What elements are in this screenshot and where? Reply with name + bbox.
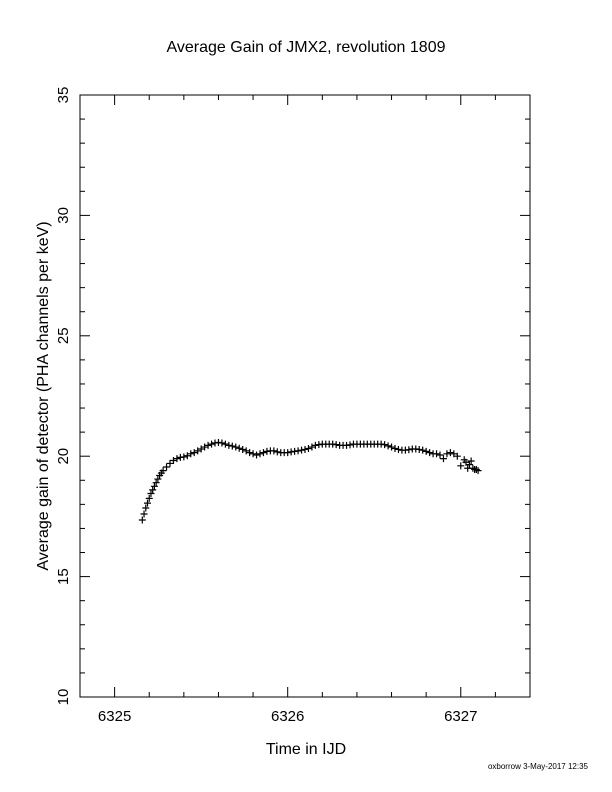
plot-frame (79, 94, 531, 698)
data-point (253, 451, 261, 459)
y-tick-label: 30 (55, 207, 72, 224)
data-point (142, 504, 150, 512)
data-point (138, 516, 146, 524)
data-point (426, 449, 434, 457)
y-axis-label: Average gain of detector (PHA channels p… (35, 221, 52, 570)
data-point (259, 449, 267, 457)
y-tick-label: 10 (55, 689, 72, 706)
data-point (394, 445, 402, 453)
data-point (284, 449, 292, 457)
data-point (190, 449, 198, 457)
data-point (381, 441, 389, 449)
data-point (467, 457, 475, 465)
data-point (201, 443, 209, 451)
data-point (304, 444, 312, 452)
data-point (154, 475, 162, 483)
data-point (273, 448, 281, 456)
data-point (242, 447, 250, 455)
data-point (149, 486, 157, 494)
data-point (221, 440, 229, 448)
data-point (433, 450, 441, 458)
data-point (391, 444, 399, 452)
data-point (140, 510, 148, 518)
data-point (469, 464, 477, 472)
data-point (436, 451, 444, 459)
data-point (443, 450, 451, 458)
data-point (465, 461, 473, 469)
y-tick-label: 35 (55, 87, 72, 104)
data-point (298, 446, 306, 454)
data-point (422, 447, 430, 455)
axis-tick-labels: 6325 6326 6327 10 15 20 25 30 35 (55, 87, 477, 725)
data-point (472, 465, 480, 473)
data-point (405, 446, 413, 454)
data-point (308, 443, 316, 451)
data-point (180, 453, 188, 461)
data-point (159, 467, 167, 475)
data-point (346, 441, 354, 449)
data-point (187, 450, 195, 458)
data-point (228, 442, 236, 450)
data-point (232, 443, 240, 451)
footer-stamp: oxborrow 3-May-2017 12:35 (488, 762, 589, 771)
data-point (204, 441, 212, 449)
data-point (173, 455, 181, 463)
x-tick-label: 6327 (444, 708, 477, 725)
data-point (218, 439, 226, 447)
data-point (301, 445, 309, 453)
y-tick-label: 15 (55, 568, 72, 585)
data-point (419, 446, 427, 454)
data-point (415, 445, 423, 453)
y-tick-label: 20 (55, 448, 72, 465)
axis-ticks (79, 94, 531, 698)
data-point (457, 462, 465, 470)
data-point (294, 447, 302, 455)
data-point (446, 449, 454, 457)
data-points (138, 438, 482, 524)
x-tick-label: 6326 (271, 708, 304, 725)
data-point (208, 440, 216, 448)
data-point (474, 467, 482, 475)
x-tick-label: 6325 (98, 708, 131, 725)
data-point (145, 494, 153, 502)
data-point (311, 441, 319, 449)
data-point (270, 447, 278, 455)
data-point (152, 479, 160, 487)
x-axis-label: Time in IJD (266, 741, 346, 758)
data-point (144, 499, 151, 507)
data-point (384, 442, 392, 450)
data-point (388, 443, 396, 451)
data-point (246, 449, 254, 457)
data-point (332, 441, 340, 449)
data-point (150, 482, 158, 490)
data-point (239, 445, 247, 453)
data-point (256, 450, 264, 458)
data-point (439, 455, 447, 463)
data-point (147, 490, 155, 498)
y-tick-label: 25 (55, 327, 72, 344)
plot-area: 6325 6326 6327 10 15 20 25 30 35 (55, 87, 531, 725)
data-point (235, 444, 243, 452)
data-point (163, 463, 171, 471)
data-point (453, 452, 461, 460)
data-point (225, 441, 233, 449)
chart-title: Average Gain of JMX2, revolution 1809 (167, 39, 446, 56)
data-point (249, 450, 257, 458)
